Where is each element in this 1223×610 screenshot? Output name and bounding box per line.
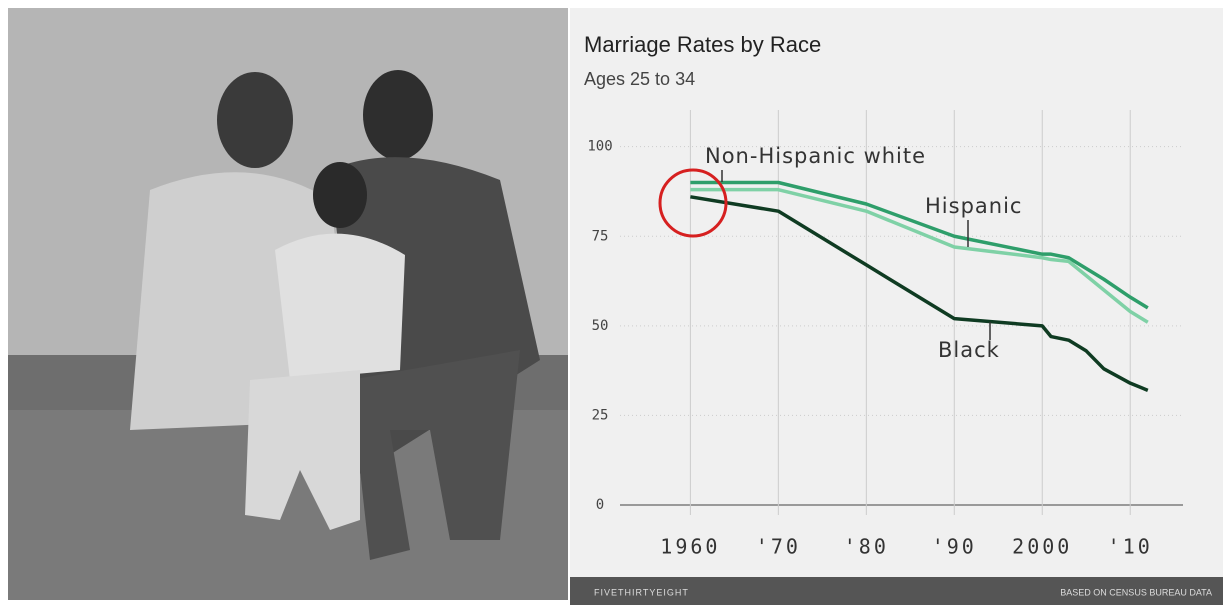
x-tick-label: '90 xyxy=(932,535,977,559)
chart-subtitle: Ages 25 to 34 xyxy=(584,69,695,89)
chart: 0 25 50 75 100 1960 '70 '80 '90 2000 '10 Non-Hispan… xyxy=(587,110,1183,559)
logo: FIVETHIRTYEIGHT xyxy=(594,587,689,597)
series-label: Hispanic xyxy=(925,194,1022,218)
chart-panel xyxy=(570,8,1223,578)
series-line xyxy=(690,195,1149,392)
y-tick-label: 100 xyxy=(587,139,612,155)
series-label: Non-Hispanic white xyxy=(705,144,926,168)
series-line xyxy=(690,180,1149,310)
y-tick-label: 25 xyxy=(592,407,609,423)
photo xyxy=(8,8,568,600)
series-label: Black xyxy=(938,338,1000,362)
y-tick-label: 0 xyxy=(596,497,604,513)
chart-title: Marriage Rates by Race xyxy=(584,32,821,57)
x-tick-label: '80 xyxy=(844,535,889,559)
source: BASED ON CENSUS BUREAU DATA xyxy=(1060,587,1212,597)
x-tick-label: '70 xyxy=(756,535,801,559)
y-tick-label: 75 xyxy=(592,228,609,244)
highlight-circle xyxy=(658,168,728,238)
x-tick-label: '10 xyxy=(1108,535,1153,559)
x-tick-label: 1960 xyxy=(660,535,720,559)
y-tick-label: 50 xyxy=(592,318,609,334)
footer-bar xyxy=(570,577,1223,605)
x-tick-label: 2000 xyxy=(1012,535,1072,559)
series-line xyxy=(690,187,1149,324)
